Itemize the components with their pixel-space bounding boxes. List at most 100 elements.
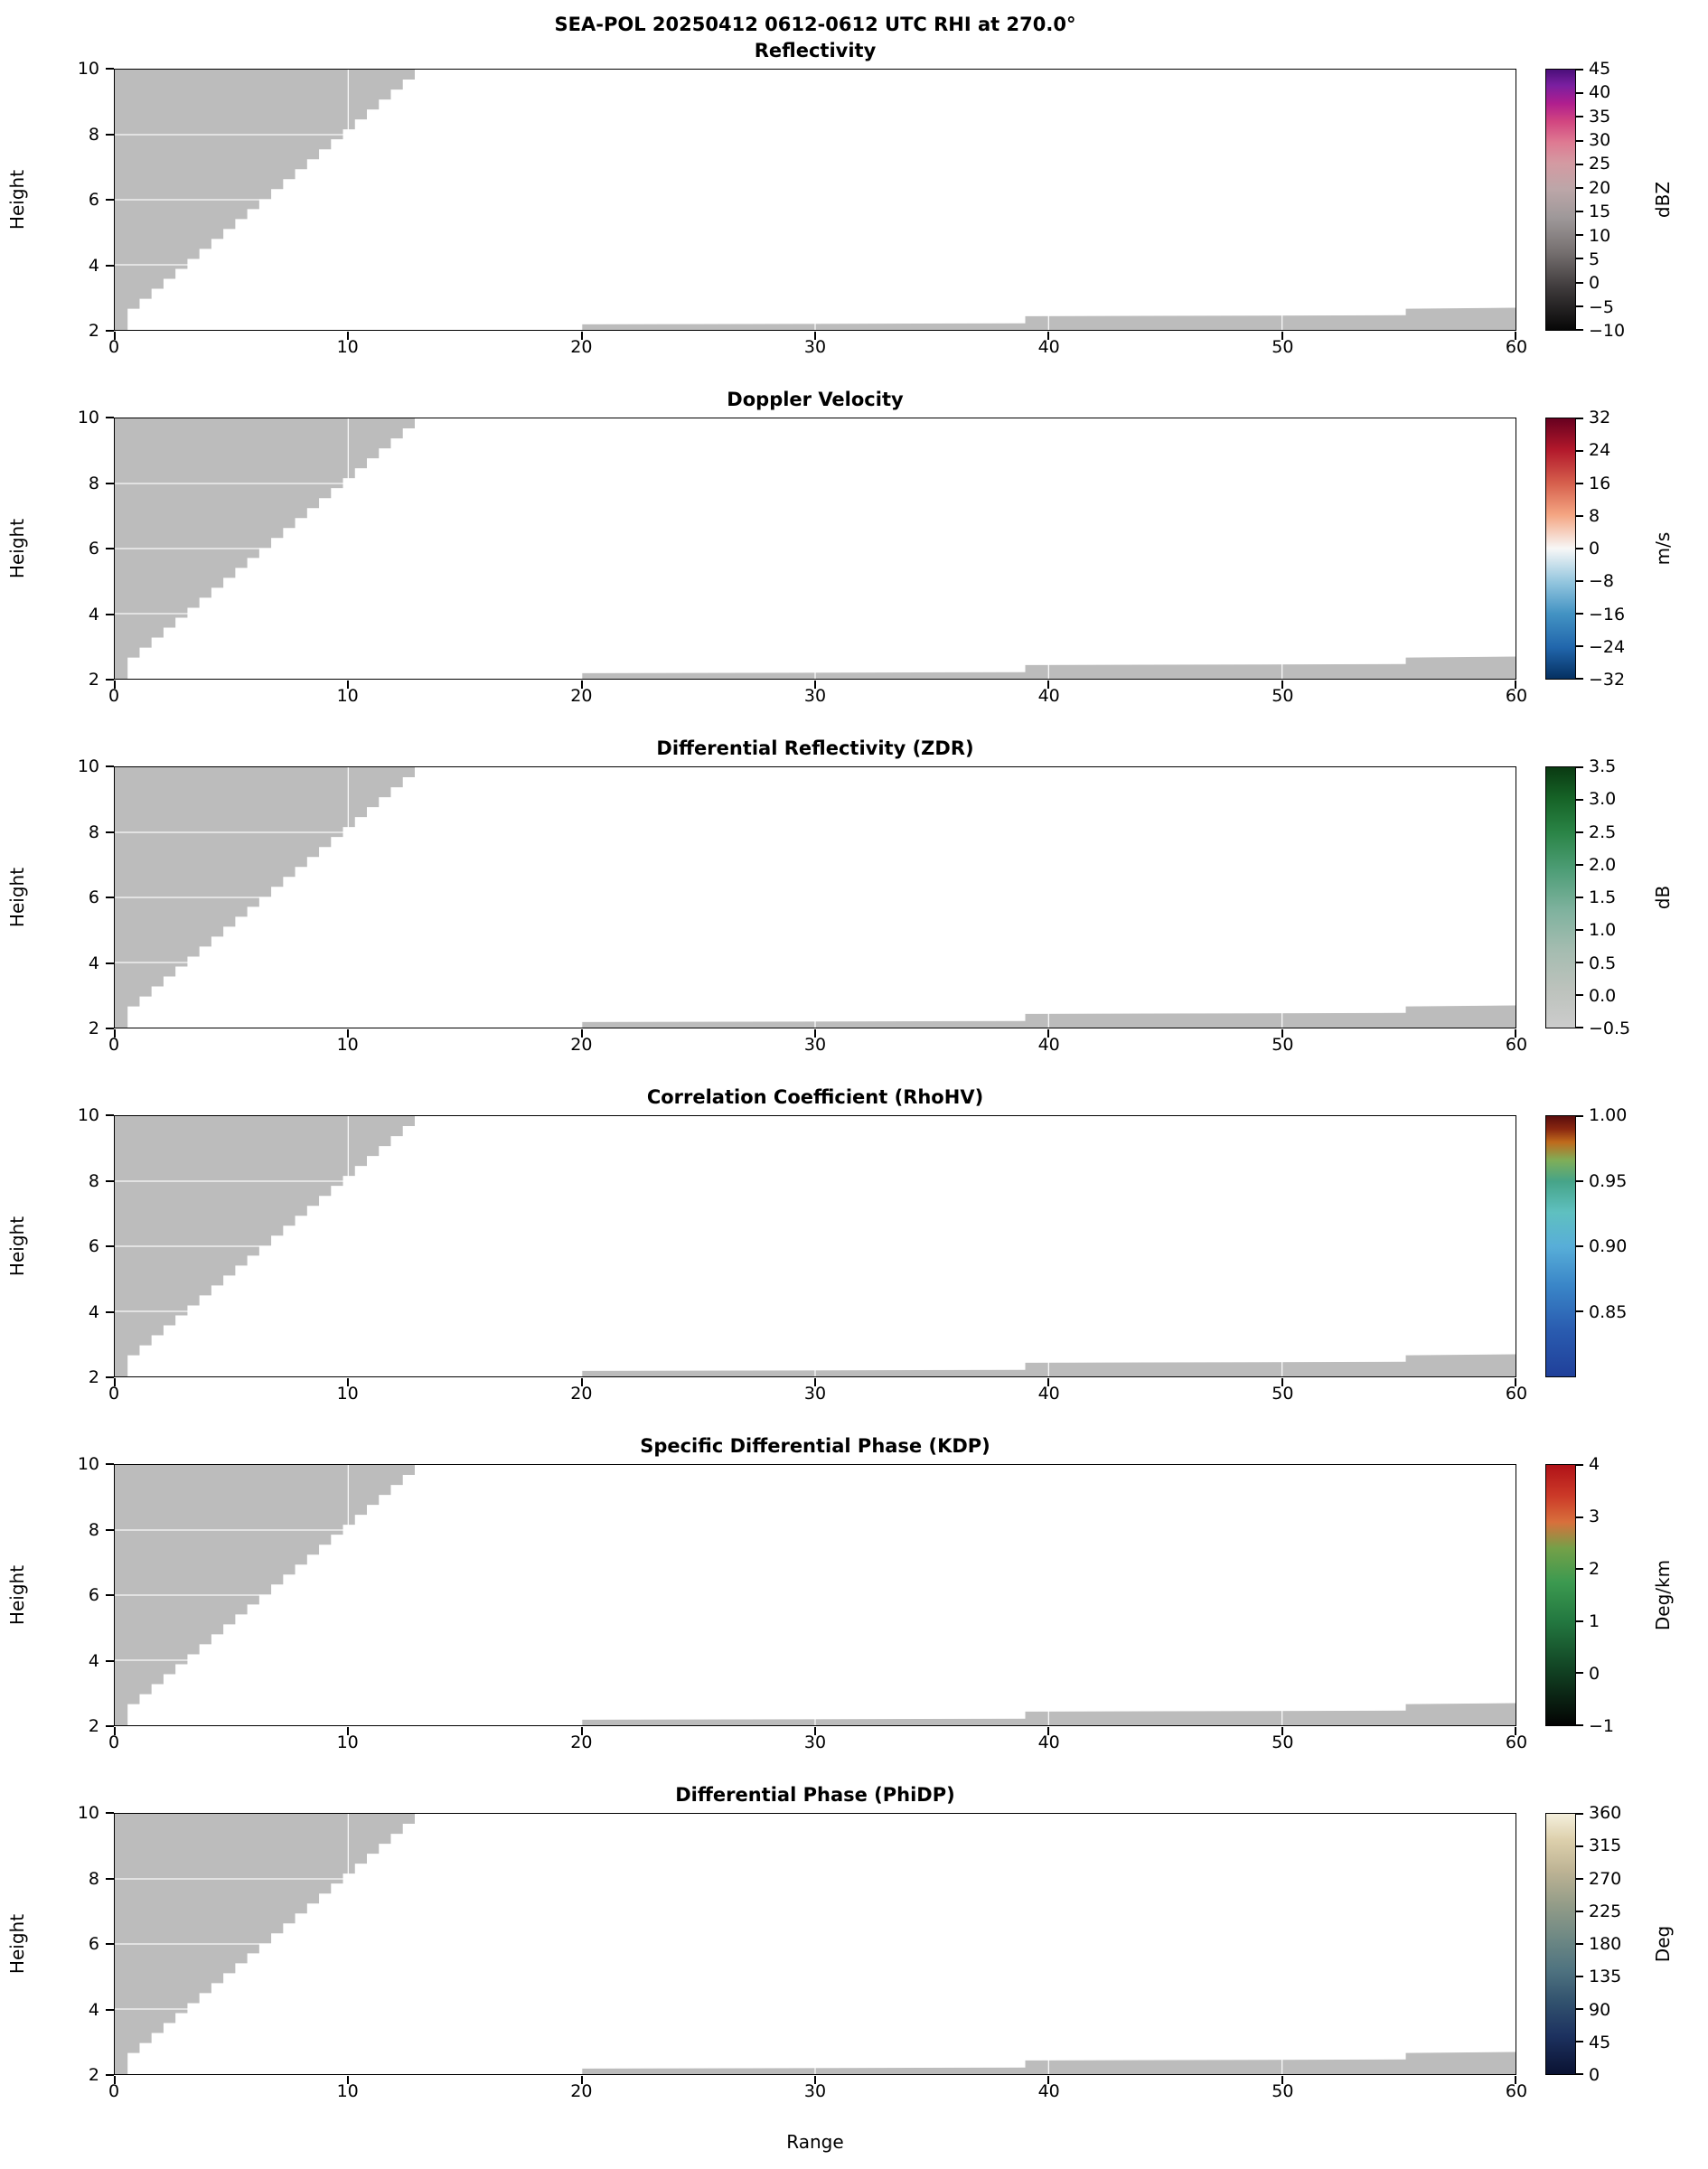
colorbar-tick-label: −8 <box>1589 571 1615 592</box>
x-tick-label: 10 <box>336 2081 359 2101</box>
colorbar-tick-mark <box>1576 2008 1583 2010</box>
y-tick-label: 8 <box>88 1170 99 1191</box>
radar-mask-layer <box>115 1116 1516 1376</box>
colorbar-tick-mark <box>1576 69 1583 70</box>
x-tick-mark <box>814 681 816 689</box>
panel-reflectivity: Reflectivity Height 2 4 6 8 10 45 40 35 30 25 20 1… <box>0 38 1708 357</box>
colorbar-tick-mark <box>1576 799 1583 801</box>
colorbar-tick-mark <box>1576 1672 1583 1675</box>
colorbar-tick-mark <box>1576 234 1583 237</box>
plot-area <box>114 69 1516 340</box>
y-tick-mark <box>106 330 114 332</box>
x-tick-mark <box>814 1378 816 1386</box>
colorbar-tick-label: −10 <box>1589 321 1626 341</box>
colorbar-tick-mark <box>1576 211 1583 213</box>
x-tick-mark <box>814 332 816 340</box>
y-tick-mark <box>106 1725 114 1727</box>
x-tick-mark <box>114 2076 116 2084</box>
x-tick-mark <box>1515 332 1516 340</box>
colorbar-tick-label: 35 <box>1589 106 1611 127</box>
colorbar-tick-mark <box>1576 139 1583 142</box>
y-tick-mark <box>106 1028 114 1029</box>
x-tick-mark <box>347 681 350 689</box>
x-tick-label: 50 <box>1272 337 1294 357</box>
x-tick-label: 50 <box>1272 1384 1294 1404</box>
y-tick-label: 4 <box>88 953 99 973</box>
colorbar-unit-text: Deg <box>1652 1925 1674 1963</box>
y-axis-label: Height <box>0 418 34 680</box>
colorbar-tick-label: 3.5 <box>1589 756 1617 776</box>
y-tick-label: 4 <box>88 604 99 624</box>
x-tick-mark <box>1281 332 1283 340</box>
y-tick-mark <box>106 613 114 615</box>
panels-container: Reflectivity Height 2 4 6 8 10 45 40 35 30 25 20 1… <box>0 38 1708 2101</box>
y-tick-mark <box>106 1812 114 1814</box>
y-tick-mark <box>106 1376 114 1378</box>
x-tick-label: 40 <box>1037 1732 1060 1752</box>
colorbar-tick-label: 30 <box>1589 130 1611 151</box>
x-tick-mark <box>1047 332 1050 340</box>
y-tick-mark <box>106 482 114 484</box>
x-tick-label: 20 <box>570 337 593 357</box>
y-tick-label: 6 <box>88 887 99 907</box>
colorbar-tick-mark <box>1576 580 1583 582</box>
colorbar-tick-mark <box>1576 1620 1583 1622</box>
x-tick-labels: 0 10 20 30 40 50 60 <box>108 680 1527 706</box>
panel-title: Specific Differential Phase (KDP) <box>640 1435 990 1457</box>
colorbar <box>1545 418 1583 680</box>
colorbar-tick-mark <box>1576 864 1583 866</box>
y-axis-label-text: Height <box>6 1216 28 1277</box>
x-tick-label: 10 <box>336 1732 359 1752</box>
colorbar-tick-labels: 32 24 16 8 0 −8 −16 −24 −32 <box>1576 408 1643 690</box>
x-tick-label: 50 <box>1272 1035 1294 1055</box>
colorbar-tick-label: 32 <box>1589 408 1611 427</box>
colorbar-tick-mark <box>1576 1464 1583 1466</box>
x-tick-mark <box>114 1029 116 1038</box>
colorbar <box>1545 69 1583 331</box>
x-tick-label: 60 <box>1505 2081 1528 2101</box>
colorbar-tick-mark <box>1576 678 1583 680</box>
x-tick-label: 40 <box>1037 1384 1060 1404</box>
colorbar-tick-mark <box>1576 1976 1583 1977</box>
colorbar-tick-labels: 45 40 35 30 25 20 15 10 5 0 −5 −10 <box>1576 59 1643 341</box>
x-tick-mark <box>1281 681 1283 689</box>
colorbar-tick-label: 0.5 <box>1589 953 1617 973</box>
colorbar-tick-mark <box>1576 613 1583 615</box>
y-tick-mark <box>106 1877 114 1880</box>
colorbar-tick-labels: 4 3 2 1 0 −1 <box>1576 1454 1643 1736</box>
y-tick-label: 6 <box>88 1236 99 1256</box>
figure-title: SEA-POL 20250412 0612-0612 UTC RHI at 27… <box>554 14 1076 35</box>
colorbar-unit-label: m/s <box>1643 418 1683 680</box>
x-tick-label: 0 <box>108 686 120 706</box>
colorbar-tick-mark <box>1576 186 1583 189</box>
y-tick-labels: 2 4 6 8 10 <box>34 1105 114 1387</box>
x-tick-mark <box>114 681 116 689</box>
colorbar <box>1545 1813 1583 2075</box>
x-tick-label: 40 <box>1037 2081 1060 2101</box>
colorbar-tick-label: 3.0 <box>1589 789 1617 810</box>
colorbar-tick-label: 1.0 <box>1589 920 1617 941</box>
colorbar-tick-mark <box>1576 1911 1583 1912</box>
y-tick-label: 4 <box>88 255 99 276</box>
plot-area <box>114 418 1516 689</box>
x-tick-label: 0 <box>108 1035 120 1055</box>
colorbar-tick-label: −0.5 <box>1589 1019 1631 1038</box>
x-tick-label: 0 <box>108 1384 120 1404</box>
colorbar-tick-mark <box>1576 831 1583 833</box>
colorbar-tick-mark <box>1576 1245 1583 1247</box>
colorbar-unit-text: m/s <box>1652 531 1674 566</box>
panel-correlation-coefficient-rhohv: Correlation Coefficient (RhoHV) Height 2… <box>0 1084 1708 1404</box>
colorbar-tick-mark <box>1576 1724 1583 1726</box>
colorbar-tick-mark <box>1576 766 1583 768</box>
x-tick-label: 60 <box>1505 1384 1528 1404</box>
colorbar-unit-text: dB <box>1652 885 1674 910</box>
panel-title: Differential Reflectivity (ZDR) <box>656 737 974 759</box>
colorbar-tick-mark <box>1576 1027 1583 1028</box>
colorbar-tick-label: 8 <box>1589 505 1600 526</box>
colorbar-tick-label: 0 <box>1589 2065 1600 2085</box>
x-tick-mark <box>1281 2076 1283 2084</box>
x-tick-mark <box>114 332 116 340</box>
x-tick-label: 20 <box>570 1035 593 1055</box>
y-tick-mark <box>106 1310 114 1313</box>
panel-body: Height 2 4 6 8 10 4 3 2 1 0 −1 Deg/km <box>0 1454 1708 1736</box>
